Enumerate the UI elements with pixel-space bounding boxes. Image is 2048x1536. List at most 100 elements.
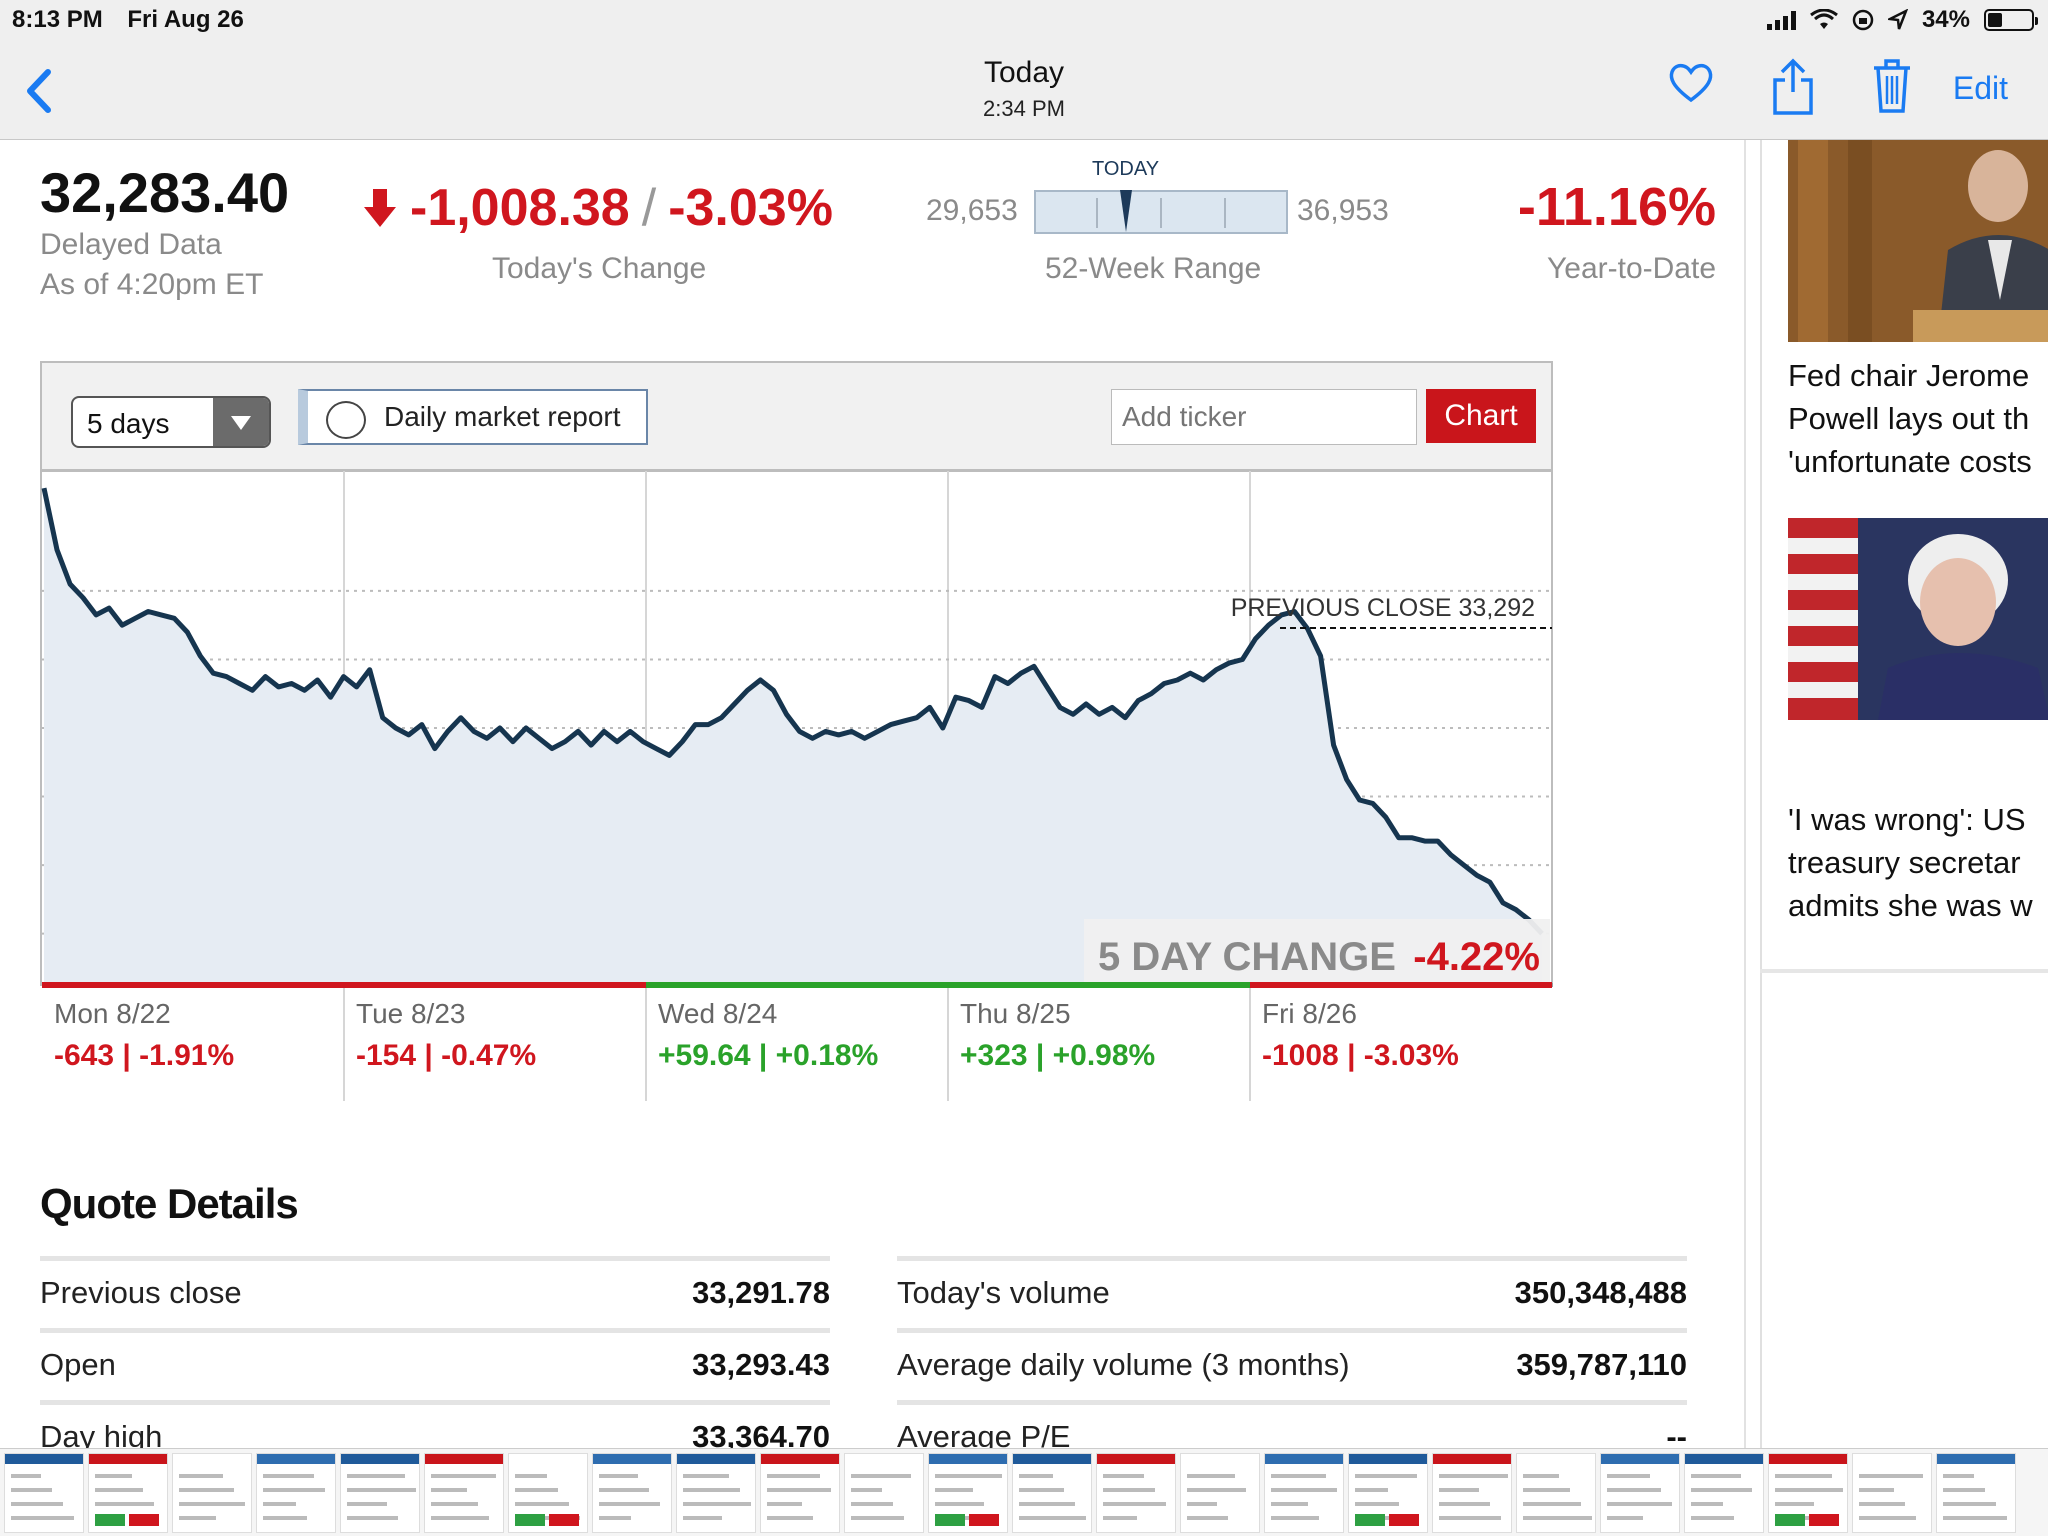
daily-report-toggle[interactable]: Daily market report — [298, 389, 648, 445]
edit-button[interactable]: Edit — [1952, 70, 2008, 106]
app-thumbnail[interactable] — [172, 1453, 252, 1533]
app-thumbnail[interactable] — [1264, 1453, 1344, 1533]
news-headline-1[interactable]: Fed chair Jerome Powell lays out th 'unf… — [1788, 354, 2048, 483]
thumbnail-header — [257, 1454, 335, 1464]
app-thumbnail[interactable] — [1516, 1453, 1596, 1533]
app-thumbnail[interactable] — [508, 1453, 588, 1533]
add-ticker-input[interactable] — [1111, 389, 1417, 445]
thumbnail-line — [179, 1488, 234, 1492]
app-thumbnail[interactable] — [1012, 1453, 1092, 1533]
thumbnail-line — [1103, 1474, 1144, 1478]
news-headline-2[interactable]: 'I was wrong': US treasury secretar admi… — [1788, 798, 2048, 927]
thumbnail-badge — [1809, 1514, 1839, 1526]
thumbnail-line — [1607, 1516, 1643, 1520]
location-icon — [1887, 9, 1908, 30]
thumbnail-header — [1769, 1454, 1847, 1464]
thumbnail-line — [599, 1474, 638, 1478]
news-image-yellen[interactable] — [1788, 518, 2048, 720]
thumbnail-line — [347, 1516, 398, 1520]
app-thumbnail[interactable] — [592, 1453, 672, 1533]
app-thumbnail[interactable] — [1852, 1453, 1932, 1533]
thumbnail-line — [1523, 1516, 1592, 1520]
app-thumbnail[interactable] — [1432, 1453, 1512, 1533]
thumbnail-line — [1943, 1488, 1985, 1492]
thumbnail-line — [851, 1502, 893, 1506]
app-thumbnail[interactable] — [4, 1453, 84, 1533]
thumbnail-header — [1181, 1454, 1259, 1464]
app-thumbnail[interactable] — [424, 1453, 504, 1533]
cellular-signal-icon — [1766, 10, 1796, 30]
news-image-powell[interactable] — [1788, 140, 2048, 342]
thumbnail-line — [683, 1502, 751, 1506]
app-thumbnail[interactable] — [676, 1453, 756, 1533]
app-thumbnail[interactable] — [928, 1453, 1008, 1533]
thumbnail-line — [1859, 1516, 1916, 1520]
app-thumbnail[interactable] — [88, 1453, 168, 1533]
app-thumbnail[interactable] — [844, 1453, 924, 1533]
delayed-data-label: Delayed Data — [40, 228, 222, 261]
thumbnail-line — [431, 1474, 496, 1478]
thumbnail-header — [1433, 1454, 1511, 1464]
thumbnail-line — [1691, 1502, 1723, 1506]
thumbnail-header — [1349, 1454, 1427, 1464]
app-thumbnail[interactable] — [1768, 1453, 1848, 1533]
app-thumbnail[interactable] — [1600, 1453, 1680, 1533]
quote-detail-label: Average daily volume (3 months) — [897, 1347, 1350, 1382]
app-thumbnail[interactable] — [1096, 1453, 1176, 1533]
quote-detail-label: Previous close — [40, 1275, 242, 1310]
previous-close-label: PREVIOUS CLOSE 33,292 — [1231, 594, 1535, 622]
share-icon[interactable] — [1772, 58, 1814, 116]
thumbnail-header — [677, 1454, 755, 1464]
day-label: Fri 8/26 — [1262, 998, 1357, 1029]
thumbnail-line — [935, 1474, 1002, 1478]
day-label: Mon 8/22 — [54, 998, 171, 1029]
thumbnail-header — [5, 1454, 83, 1464]
series-area — [44, 488, 1542, 985]
day-change-value: -154 | -0.47% — [356, 1039, 536, 1072]
thumbnail-line — [1187, 1502, 1217, 1506]
range-label: 52-Week Range — [1045, 252, 1262, 285]
quote-detail-value: 33,293.43 — [692, 1347, 830, 1382]
thumbnail-line — [1859, 1488, 1894, 1492]
thumbnail-line — [599, 1516, 631, 1520]
app-thumbnail[interactable] — [340, 1453, 420, 1533]
thumbnail-header — [1013, 1454, 1091, 1464]
range-today-marker — [1120, 190, 1132, 232]
series-line — [41, 487, 1544, 936]
app-thumbnail[interactable] — [256, 1453, 336, 1533]
back-chevron-icon[interactable] — [20, 66, 60, 116]
as-of-label: As of 4:20pm ET — [40, 268, 264, 301]
todays-change: -1,008.38 / -3.03% — [362, 178, 833, 238]
day-label: Thu 8/25 — [960, 998, 1071, 1029]
quote-detail-row: Today's volume 350,348,488 — [897, 1256, 1687, 1328]
app-thumbnail[interactable] — [1684, 1453, 1764, 1533]
app-thumbnail[interactable] — [760, 1453, 840, 1533]
thumbnail-header — [1265, 1454, 1343, 1464]
thumbnail-line — [431, 1488, 467, 1492]
thumbnail-line — [1019, 1516, 1086, 1520]
chart-panel: 5 days Daily market report Chart 33,4003… — [40, 361, 1553, 1101]
thumbnail-line — [1187, 1488, 1246, 1492]
thumbnail-line — [599, 1488, 649, 1492]
thumbnail-badge — [129, 1514, 159, 1526]
daily-report-checkbox[interactable] — [326, 401, 366, 439]
thumbnail-line — [263, 1516, 307, 1520]
thumbnail-line — [263, 1502, 296, 1506]
trash-icon[interactable] — [1872, 58, 1912, 114]
chart-button[interactable]: Chart — [1426, 389, 1536, 443]
app-thumbnail[interactable] — [1348, 1453, 1428, 1533]
change-separator: / — [641, 179, 657, 237]
heart-icon[interactable] — [1668, 62, 1714, 104]
app-thumbnail-strip — [0, 1448, 2048, 1536]
thumbnail-line — [515, 1474, 547, 1478]
thumbnail-header — [341, 1454, 419, 1464]
thumbnail-header — [1937, 1454, 2015, 1464]
column-divider — [1744, 140, 1746, 1450]
news-headline-1-line: Powell lays out th — [1788, 401, 2030, 436]
period-select[interactable]: 5 days — [71, 396, 271, 448]
thumbnail-header — [509, 1454, 587, 1464]
app-thumbnail[interactable] — [1180, 1453, 1260, 1533]
app-thumbnail[interactable] — [1936, 1453, 2016, 1533]
range-today-label: TODAY — [1092, 158, 1160, 180]
